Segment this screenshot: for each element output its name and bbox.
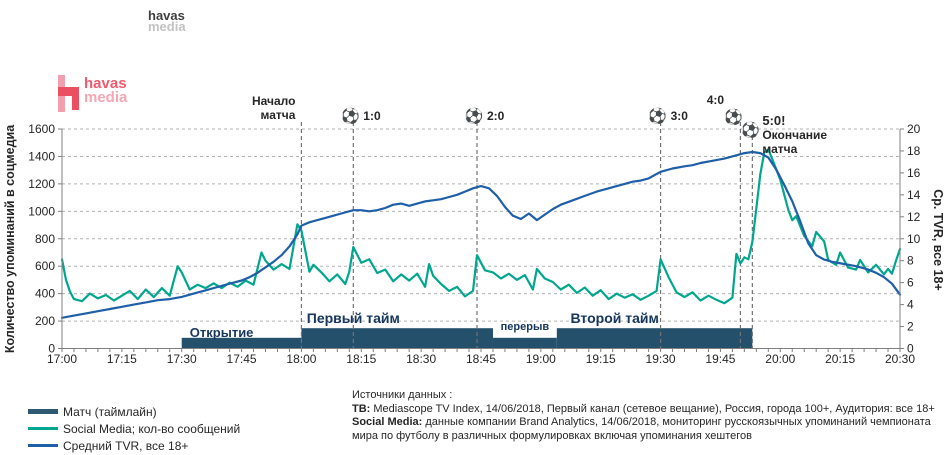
legend: Матч (таймлайн) Social Media; кол-во соо… (28, 403, 240, 454)
y-left-tick-label: 400 (35, 287, 55, 301)
x-tick-label: 19:15 (586, 352, 616, 366)
legend-label-timeline: Матч (таймлайн) (63, 404, 157, 419)
sources-title: Источники данных : (352, 389, 453, 401)
timeline-label: Второй тайм (571, 310, 659, 326)
goal-score-label: 1:0 (363, 109, 381, 123)
timeline-label: Первый тайм (307, 310, 400, 326)
sources-line-social2: мира по футболу в различных формулировка… (352, 429, 752, 442)
timeline-bar (556, 328, 753, 349)
y-right-tick-label: 12 (907, 210, 921, 224)
y-left-tick-label: 1600 (28, 122, 55, 136)
sources-line-social: Social Media: данные компании Brand Anal… (352, 416, 931, 428)
goal-score-label: 4:0 (707, 93, 725, 107)
goal-ball-icon: ⚽ (740, 121, 760, 139)
tvr-line (60, 150, 902, 319)
timeline-label: Открытие (190, 325, 254, 340)
match-end-label: Окончание (762, 128, 827, 142)
match-end-label: матча (762, 142, 797, 156)
legend-item-timeline: Матч (таймлайн) (28, 403, 240, 420)
data-sources-note: Источники данных : ТВ: Mediascope TV Ind… (352, 389, 942, 443)
y-left-tick-label: 1400 (28, 149, 55, 163)
x-tick-label: 18:30 (406, 352, 436, 366)
legend-label-social: Social Media; кол-во сообщений (63, 421, 241, 436)
y-right-tick-label: 14 (907, 188, 921, 202)
y-left-tick-label: 0 (48, 342, 55, 356)
y-right-tick-label: 6 (907, 276, 914, 290)
logo-left-line1: havas (84, 75, 127, 92)
x-tick-label: 18:15 (346, 352, 376, 366)
y-right-axis-title: Ср. TVR, все 18+ (931, 189, 945, 291)
y-left-tick-label: 600 (35, 259, 55, 273)
goal-ball-icon: ⚽ (723, 108, 743, 126)
sources-line-tv: ТВ: Mediascope TV Index, 14/06/2018, Пер… (352, 402, 935, 415)
goal-score-label: 5:0! (762, 113, 785, 128)
x-tick-label: 19:30 (646, 352, 676, 366)
legend-item-tvr: Средний TVR, все 18+ (28, 437, 240, 454)
goal-ball-icon: ⚽ (464, 107, 484, 125)
legend-item-social: Social Media; кол-во сообщений (28, 420, 240, 437)
logo-top-line2: media (148, 19, 186, 34)
y-right-tick-label: 18 (907, 144, 921, 158)
x-tick-label: 19:45 (705, 352, 735, 366)
y-left-axis-title: Количество упоминаний в соцмедиа (3, 124, 17, 353)
match-start-label: Начало (252, 94, 295, 108)
havas-media-logo-left: havas media (58, 73, 178, 113)
x-tick-label: 18:00 (286, 352, 316, 366)
x-tick-label: 20:30 (885, 352, 915, 366)
legend-swatch-timeline (28, 409, 58, 414)
x-tick-label: 19:00 (526, 352, 556, 366)
social-media-line (60, 148, 902, 305)
logo-left-line2: media (84, 89, 128, 106)
x-tick-label: 17:45 (227, 352, 257, 366)
legend-swatch-tvr (28, 444, 58, 447)
legend-swatch-social (28, 427, 58, 430)
timeline-bar (301, 328, 493, 349)
x-tick-label: 20:00 (765, 352, 795, 366)
y-right-tick-label: 10 (907, 232, 921, 246)
havas-media-logo-top: havas media (148, 8, 186, 34)
x-tick-label: 20:15 (825, 352, 855, 366)
y-right-tick-label: 8 (907, 254, 914, 268)
timeline-bar (181, 337, 302, 349)
y-right-tick-label: 16 (907, 166, 921, 180)
y-left-tick-label: 200 (35, 314, 55, 328)
logo-top-line1: havas (148, 8, 185, 23)
match-start-label: матча (261, 108, 296, 122)
y-left-tick-label: 800 (35, 232, 55, 246)
timeline-label: перерыв (501, 321, 550, 333)
y-right-tick-label: 4 (907, 298, 914, 312)
y-right-tick-label: 2 (907, 320, 914, 334)
y-right-tick-label: 0 (907, 342, 914, 356)
y-left-tick-label: 1000 (28, 204, 55, 218)
goal-ball-icon: ⚽ (647, 107, 667, 125)
goal-ball-icon: ⚽ (340, 107, 360, 125)
goal-score-label: 2:0 (487, 109, 505, 123)
legend-label-tvr: Средний TVR, все 18+ (63, 438, 189, 453)
y-left-tick-label: 1200 (28, 177, 55, 191)
x-tick-label: 17:00 (47, 352, 77, 366)
havas-logo-icon (58, 87, 79, 96)
havas-logo-icon (72, 87, 79, 110)
timeline-bar (492, 337, 557, 349)
x-tick-label: 17:15 (107, 352, 137, 366)
x-tick-label: 18:45 (466, 352, 496, 366)
x-tick-label: 17:30 (167, 352, 197, 366)
goal-score-label: 3:0 (671, 109, 689, 123)
y-right-tick-label: 20 (907, 122, 921, 136)
